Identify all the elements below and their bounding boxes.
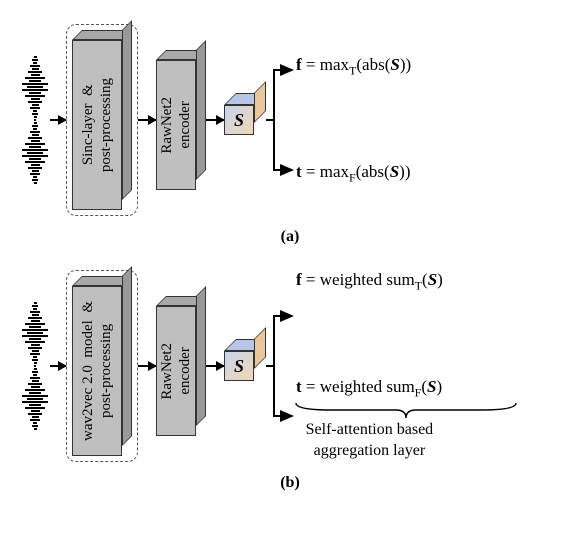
feature-cube: S bbox=[224, 105, 254, 135]
diagram-a: Sinc-layer & post-processing RawNet2 enc… bbox=[20, 20, 560, 220]
outputs: f = weighted sumT(S) t = weighted sumF(S… bbox=[296, 270, 443, 400]
feature-cube: S bbox=[224, 351, 254, 381]
block-label: RawNet2 encoder bbox=[158, 343, 194, 400]
caption-a: (a) bbox=[20, 228, 560, 246]
output-f: f = maxT(abs(S)) bbox=[296, 55, 411, 78]
block-label: Sinc-layer & post-processing bbox=[79, 78, 115, 172]
output-t: t = maxF(abs(S)) bbox=[296, 162, 411, 185]
sinc-layer-block: Sinc-layer & post-processing bbox=[72, 30, 132, 210]
arrow-icon bbox=[50, 119, 66, 121]
dashed-container: wav2vec 2.0 model & post-processing bbox=[66, 270, 138, 462]
waveform-icon bbox=[20, 296, 50, 436]
aggregation-brace: Self-attention based aggregation layer bbox=[296, 402, 443, 462]
arrow-icon bbox=[138, 365, 156, 367]
arrow-icon bbox=[206, 119, 224, 121]
arrow-icon bbox=[50, 365, 66, 367]
outputs: f = maxT(abs(S)) t = maxF(abs(S)) bbox=[296, 55, 411, 185]
rawnet2-encoder-block: RawNet2 encoder bbox=[156, 296, 206, 436]
arrow-icon bbox=[206, 365, 224, 367]
cube-label: S bbox=[234, 356, 244, 377]
dashed-container: Sinc-layer & post-processing bbox=[66, 24, 138, 216]
diagram-b: wav2vec 2.0 model & post-processing RawN… bbox=[20, 266, 560, 466]
waveform-icon bbox=[20, 50, 50, 190]
block-label: wav2vec 2.0 model & post-processing bbox=[79, 301, 115, 441]
brace-icon bbox=[291, 398, 521, 458]
output-f: f = weighted sumT(S) bbox=[296, 270, 443, 293]
branch-split bbox=[266, 60, 296, 180]
branch-lines-icon bbox=[266, 60, 296, 180]
caption-b: (b) bbox=[20, 474, 560, 492]
wav2vec-block: wav2vec 2.0 model & post-processing bbox=[72, 276, 132, 456]
arrow-icon bbox=[138, 119, 156, 121]
cube-label: S bbox=[234, 110, 244, 131]
rawnet2-encoder-block: RawNet2 encoder bbox=[156, 50, 206, 190]
block-label: RawNet2 encoder bbox=[158, 97, 194, 154]
output-t: t = weighted sumF(S) bbox=[296, 377, 443, 400]
